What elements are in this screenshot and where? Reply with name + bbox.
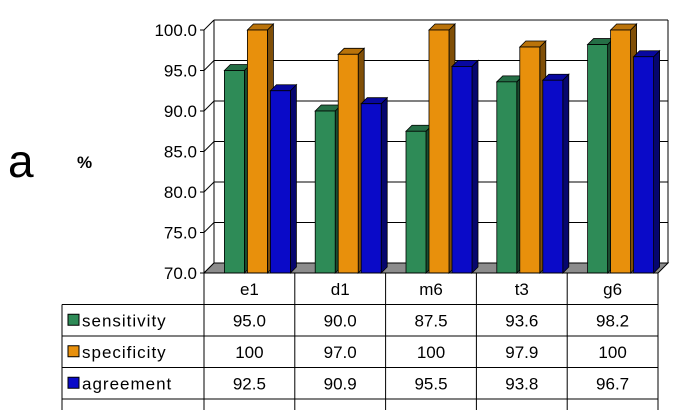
data-label: 90.9 xyxy=(324,374,357,393)
bar-sensitivity-t3 xyxy=(496,81,518,274)
bar-agreement-d1 xyxy=(360,103,382,274)
bar-agreement-e1 xyxy=(269,90,291,274)
data-label: 87.5 xyxy=(414,311,447,330)
bar-side xyxy=(289,83,297,274)
bar-specificity-e1 xyxy=(246,29,268,274)
legend-label: sensitivity xyxy=(82,311,167,330)
x-category-label: t3 xyxy=(515,280,529,299)
gridline-depth xyxy=(203,100,215,112)
bar-side xyxy=(562,73,570,274)
gridline-depth xyxy=(203,60,215,71)
bar-agreement-m6 xyxy=(451,66,473,274)
data-label: 97.9 xyxy=(505,343,538,362)
bar-sensitivity-d1 xyxy=(314,110,336,274)
bar-sensitivity-g6 xyxy=(587,44,608,274)
bar-specificity-m6 xyxy=(428,29,450,274)
data-label: 97.0 xyxy=(324,343,357,362)
data-label: 96.7 xyxy=(596,374,629,393)
x-category-label: m6 xyxy=(419,280,443,299)
data-label: 95.0 xyxy=(233,311,266,330)
gridline-depth xyxy=(203,181,215,193)
bar-side xyxy=(380,96,388,274)
data-label: 98.2 xyxy=(596,311,629,330)
y-tick-label: 70.0 xyxy=(164,264,197,283)
y-tick-label: 100.0 xyxy=(154,21,197,40)
legend-label: specificity xyxy=(82,343,167,362)
y-axis-unit: % xyxy=(77,153,92,172)
bar-side xyxy=(653,49,660,274)
gridline-depth xyxy=(203,19,215,31)
x-category-label: e1 xyxy=(240,280,259,299)
data-label: 95.5 xyxy=(414,374,447,393)
bar-agreement-g6 xyxy=(633,56,654,274)
data-table: e1 d1 m6 t3 g6 sensitivity 95.0 90.0 87.5 93.6 98.… xyxy=(61,272,659,410)
data-label: 92.5 xyxy=(233,374,266,393)
x-category-label: g6 xyxy=(603,280,622,299)
legend-swatch-agreement xyxy=(67,376,80,389)
gridline-depth xyxy=(203,141,215,152)
data-label: 93.6 xyxy=(505,311,538,330)
y-tick-label: 75.0 xyxy=(164,224,197,243)
y-tick-label: 90.0 xyxy=(164,102,197,121)
y-tick-label: 80.0 xyxy=(164,183,197,202)
bar-sensitivity-e1 xyxy=(223,70,245,274)
bar-agreement-t3 xyxy=(542,79,564,274)
bar-specificity-g6 xyxy=(610,29,631,274)
data-label: 90.0 xyxy=(324,311,357,330)
gridline-depth xyxy=(203,222,215,233)
legend-swatch-sensitivity xyxy=(67,313,80,326)
bar-specificity-t3 xyxy=(519,46,541,274)
y-tick-label: 85.0 xyxy=(164,143,197,162)
plot-area: 70.0 75.0 80.0 85.0 90.0 95.0 100.0 xyxy=(154,19,670,283)
bar-specificity-d1 xyxy=(337,53,359,274)
bar-side xyxy=(471,59,479,274)
legend-label: agreement xyxy=(82,374,172,393)
data-label: 93.8 xyxy=(505,374,538,393)
data-label: 100 xyxy=(417,343,445,362)
data-label: 100 xyxy=(598,343,626,362)
y-tick-label: 95.0 xyxy=(164,62,197,81)
legend-swatch-specificity xyxy=(67,345,80,358)
data-label: 100 xyxy=(235,343,263,362)
x-category-label: d1 xyxy=(331,280,350,299)
bar-sensitivity-m6 xyxy=(405,130,427,274)
panel-label: a xyxy=(8,135,34,187)
